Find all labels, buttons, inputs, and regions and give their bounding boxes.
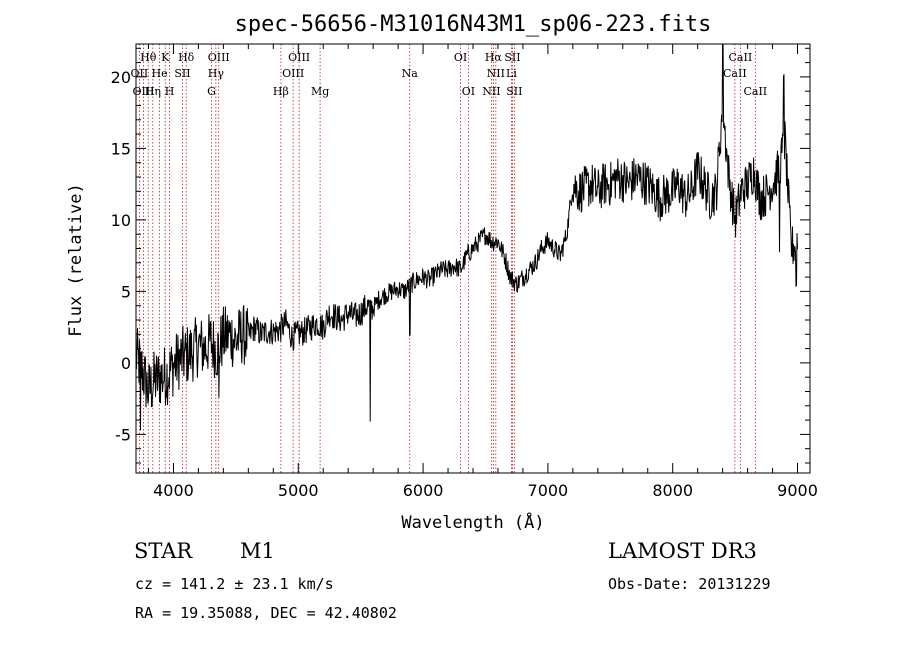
emission-line-label: Hγ xyxy=(208,67,225,80)
y-axis-label: Flux (relative) xyxy=(66,183,86,337)
emission-line-label: OI xyxy=(462,85,475,98)
object-subclass: M1 xyxy=(240,539,275,563)
observation-date: Obs-Date: 20131229 xyxy=(608,575,771,593)
emission-line-label: CaII xyxy=(729,51,753,64)
emission-line-label: OI xyxy=(454,51,467,64)
emission-line-label: Hδ xyxy=(178,51,195,64)
emission-line-label: OIII xyxy=(132,85,154,98)
y-tick-label: -5 xyxy=(115,425,131,444)
spectrum-line xyxy=(135,43,798,431)
emission-line-label: CaII xyxy=(723,67,747,80)
emission-line-label: He xyxy=(152,67,168,80)
x-tick-label: 8000 xyxy=(652,481,693,500)
emission-line-label: K xyxy=(161,51,170,64)
x-tick-label: 6000 xyxy=(403,481,444,500)
x-tick-label: 9000 xyxy=(777,481,818,500)
emission-line-label: Li xyxy=(506,67,517,80)
y-tick-label: 10 xyxy=(111,211,131,230)
x-tick-label: 4000 xyxy=(153,481,194,500)
y-tick-label: 20 xyxy=(111,68,131,87)
sky-coordinates: RA = 19.35088, DEC = 42.40802 xyxy=(135,604,397,622)
emission-line-label: OIII xyxy=(288,51,310,64)
emission-line-label: H xyxy=(165,85,175,98)
x-tick-label: 7000 xyxy=(528,481,569,500)
object-class: STAR xyxy=(134,539,193,563)
emission-line-label: CaII xyxy=(743,85,767,98)
chart-title: spec-56656-M31016N43M1_sp06-223.fits xyxy=(235,12,712,37)
x-axis-label: Wavelength (Å) xyxy=(401,511,544,533)
emission-line-label: Hβ xyxy=(273,85,289,98)
emission-line-labels: Hθ OII OIII He K Hη SII H Hδ OIII Hγ G OIII OIII Hβ Mg N… xyxy=(131,51,768,98)
plot-frame xyxy=(135,43,811,474)
emission-line-label: NII xyxy=(482,85,500,98)
emission-line-label: G xyxy=(207,85,216,98)
emission-line-label: OIII xyxy=(208,51,230,64)
survey-name: LAMOST DR3 xyxy=(608,539,757,563)
y-tick-label: 15 xyxy=(111,139,131,158)
emission-line-label: Hθ xyxy=(140,51,157,64)
emission-line-label: OII xyxy=(131,67,149,80)
emission-line-label: SII xyxy=(174,67,190,80)
emission-line-label: Hα xyxy=(485,51,503,64)
emission-line-label: OIII xyxy=(282,67,304,80)
redshift-value: cz = 141.2 ± 23.1 km/s xyxy=(135,575,334,593)
emission-line-label: Hη xyxy=(145,85,161,98)
x-tick-label: 5000 xyxy=(278,481,319,500)
emission-line-label: SII xyxy=(506,85,522,98)
y-tick-label: 5 xyxy=(121,282,131,301)
series-layer xyxy=(135,43,798,431)
axis-ticks: 4000 5000 6000 7000 8000 9000 -5 0 5 10 15 20 xyxy=(111,44,818,500)
y-tick-label: 0 xyxy=(121,354,131,373)
emission-line-label: NII xyxy=(487,67,505,80)
emission-line-label: Mg xyxy=(311,85,329,98)
emission-line-markers xyxy=(138,44,756,473)
emission-line-label: Na xyxy=(402,67,419,80)
emission-line-label: SII xyxy=(504,51,520,64)
